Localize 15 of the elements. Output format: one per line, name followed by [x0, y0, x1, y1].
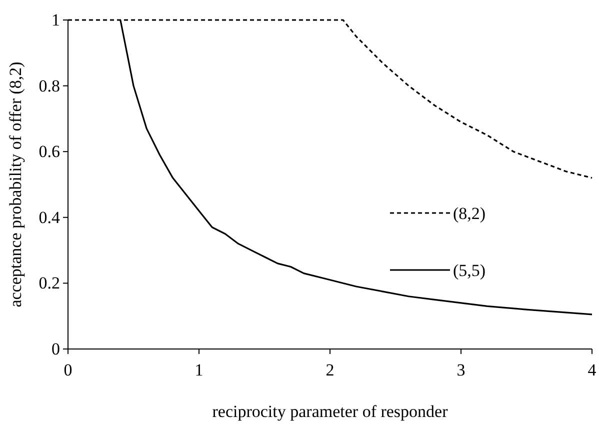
x-tick-label: 1 — [194, 360, 204, 380]
y-tick-label: 1 — [52, 10, 60, 30]
y-tick-label: 0.4 — [38, 208, 60, 227]
y-tick-label: 0.6 — [38, 142, 60, 162]
legend-label: (8,2) — [453, 204, 486, 223]
x-axis-title: reciprocity parameter of responder — [212, 402, 448, 421]
x-tick-label: 3 — [456, 360, 466, 380]
x-tick-label: 2 — [326, 360, 334, 380]
y-tick-label: 0 — [52, 339, 60, 358]
legend-label: (5,5) — [453, 261, 486, 280]
y-tick-label: 0.2 — [38, 274, 60, 293]
x-tick-label: 4 — [588, 360, 597, 380]
y-tick-label: 0.8 — [38, 76, 60, 96]
y-axis-title: acceptance probability of offer (8,2) — [6, 62, 25, 308]
x-tick-label: 0 — [64, 360, 72, 380]
